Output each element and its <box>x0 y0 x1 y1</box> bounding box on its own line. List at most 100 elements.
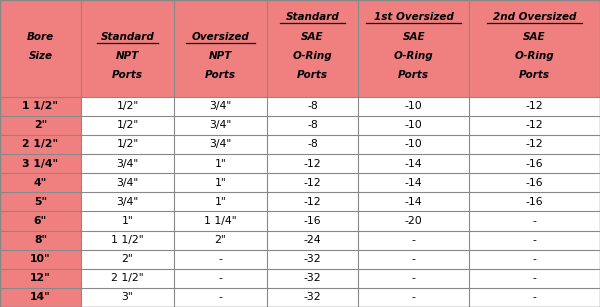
Text: 3": 3" <box>122 293 133 302</box>
Text: -: - <box>412 235 416 245</box>
Bar <box>81 192 174 212</box>
Bar <box>81 288 174 307</box>
Bar <box>174 269 267 288</box>
Bar <box>81 97 174 116</box>
Bar <box>469 288 600 307</box>
Bar <box>0 192 81 212</box>
Text: -16: -16 <box>304 216 322 226</box>
Text: -14: -14 <box>405 178 422 188</box>
Text: O-Ring: O-Ring <box>394 51 434 61</box>
Bar <box>358 192 469 212</box>
Text: -10: -10 <box>405 120 422 130</box>
Bar <box>469 97 600 116</box>
Text: -14: -14 <box>405 159 422 169</box>
Text: -: - <box>412 273 416 283</box>
Text: -14: -14 <box>405 197 422 207</box>
Bar <box>0 231 81 250</box>
Text: 1 1/4": 1 1/4" <box>204 216 237 226</box>
Bar <box>469 173 600 192</box>
Bar <box>81 250 174 269</box>
Text: 5": 5" <box>34 197 47 207</box>
Text: 3/4": 3/4" <box>116 178 139 188</box>
Bar <box>0 97 81 116</box>
Text: SAE: SAE <box>523 32 546 42</box>
Bar <box>358 250 469 269</box>
Bar <box>174 173 267 192</box>
Text: 14": 14" <box>30 293 51 302</box>
Bar <box>174 250 267 269</box>
Bar <box>81 269 174 288</box>
Text: 1": 1" <box>215 178 226 188</box>
Text: -: - <box>218 293 223 302</box>
Text: -20: -20 <box>405 216 422 226</box>
Text: -32: -32 <box>304 254 322 264</box>
Bar <box>358 135 469 154</box>
Text: Standard: Standard <box>286 12 340 22</box>
Bar <box>0 0 600 97</box>
Text: -: - <box>533 254 536 264</box>
Bar <box>174 135 267 154</box>
Text: Ports: Ports <box>205 70 236 80</box>
Text: 1": 1" <box>215 159 226 169</box>
Text: 3/4": 3/4" <box>209 120 232 130</box>
Text: -: - <box>218 254 223 264</box>
Text: 6": 6" <box>34 216 47 226</box>
Text: -12: -12 <box>526 139 544 150</box>
Text: SAE: SAE <box>403 32 425 42</box>
Text: 1": 1" <box>215 197 226 207</box>
Text: 3/4": 3/4" <box>116 197 139 207</box>
Bar <box>174 116 267 135</box>
Bar <box>174 231 267 250</box>
Bar <box>267 173 358 192</box>
Bar <box>174 212 267 231</box>
Text: 2 1/2": 2 1/2" <box>111 273 144 283</box>
Text: Ports: Ports <box>519 70 550 80</box>
Bar <box>0 288 81 307</box>
Text: 3/4": 3/4" <box>209 139 232 150</box>
Text: -: - <box>412 293 416 302</box>
Text: -24: -24 <box>304 235 322 245</box>
Text: Size: Size <box>29 51 53 61</box>
Text: SAE: SAE <box>301 32 324 42</box>
Bar <box>469 154 600 173</box>
Text: 12": 12" <box>30 273 51 283</box>
Text: Ports: Ports <box>297 70 328 80</box>
Bar <box>358 154 469 173</box>
Text: -: - <box>412 254 416 264</box>
Text: 3 1/4": 3 1/4" <box>22 159 59 169</box>
Bar <box>469 135 600 154</box>
Text: Bore: Bore <box>27 32 54 42</box>
Text: 2": 2" <box>215 235 226 245</box>
Text: -: - <box>533 216 536 226</box>
Text: 10": 10" <box>30 254 51 264</box>
Bar <box>0 135 81 154</box>
Bar <box>267 192 358 212</box>
Bar <box>174 154 267 173</box>
Bar <box>81 116 174 135</box>
Bar <box>0 116 81 135</box>
Bar <box>267 269 358 288</box>
Bar <box>174 192 267 212</box>
Bar <box>358 231 469 250</box>
Bar <box>0 212 81 231</box>
Text: 1/2": 1/2" <box>116 101 139 111</box>
Text: 2": 2" <box>122 254 133 264</box>
Text: -16: -16 <box>526 178 544 188</box>
Bar <box>358 173 469 192</box>
Bar <box>0 154 81 173</box>
Text: -: - <box>533 235 536 245</box>
Text: -10: -10 <box>405 101 422 111</box>
Text: 1 1/2": 1 1/2" <box>23 101 59 111</box>
Text: -32: -32 <box>304 273 322 283</box>
Text: NPT: NPT <box>209 51 232 61</box>
Text: -8: -8 <box>307 120 318 130</box>
Text: Ports: Ports <box>112 70 143 80</box>
Bar <box>267 97 358 116</box>
Text: 1/2": 1/2" <box>116 139 139 150</box>
Bar <box>0 269 81 288</box>
Bar <box>267 212 358 231</box>
Text: -12: -12 <box>526 101 544 111</box>
Text: -: - <box>533 293 536 302</box>
Text: 1 1/2": 1 1/2" <box>111 235 144 245</box>
Bar <box>267 116 358 135</box>
